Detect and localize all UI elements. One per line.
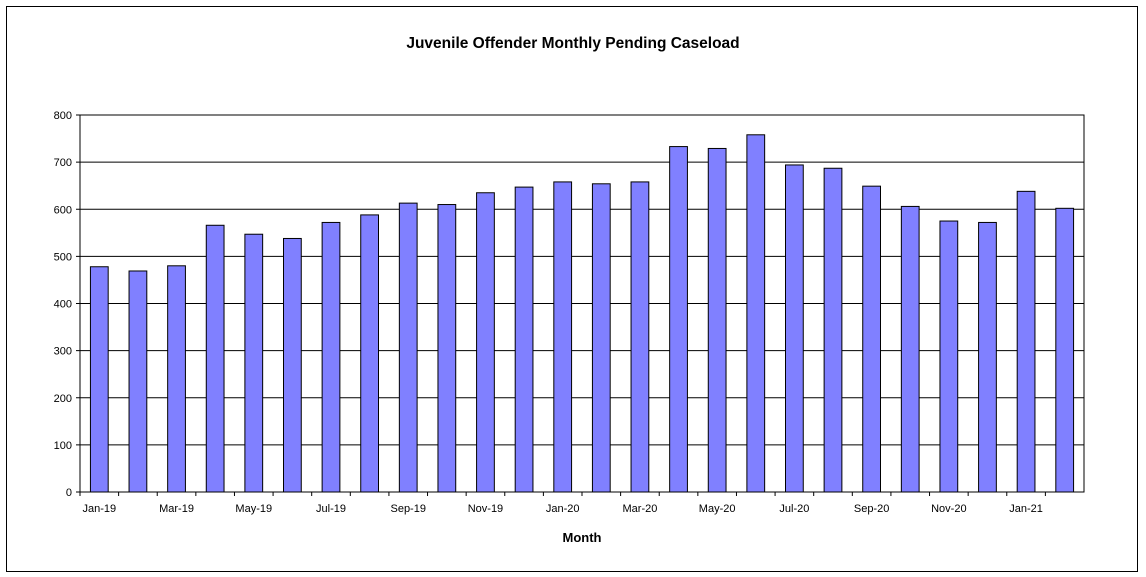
- y-tick-label: 600: [54, 204, 72, 216]
- x-tick-label: Nov-20: [931, 503, 966, 515]
- bar-apr-20: [669, 146, 688, 493]
- bar-aug-19: [360, 214, 379, 493]
- x-axis-title: Month: [563, 530, 602, 545]
- bar-may-19: [244, 233, 264, 493]
- bar-apr-19: [205, 224, 225, 493]
- bar-mar-19: [167, 265, 186, 493]
- x-tick-label: May-19: [235, 503, 272, 515]
- bar-sep-19: [398, 202, 418, 493]
- bar-nov-19: [476, 192, 495, 493]
- x-tick-label: Mar-20: [623, 503, 658, 515]
- y-tick-label: 0: [66, 487, 72, 499]
- bar-feb-19: [128, 270, 148, 493]
- bar-jul-20: [785, 164, 804, 493]
- y-tick-label: 700: [54, 157, 72, 169]
- bar-mar-20: [630, 181, 650, 493]
- y-tick-label: 400: [54, 299, 72, 311]
- bar-jan-21: [1016, 190, 1036, 493]
- x-tick-label: May-20: [699, 503, 736, 515]
- bar-may-20: [707, 147, 727, 493]
- chart-title: Juvenile Offender Monthly Pending Caselo…: [406, 35, 740, 52]
- y-tick-label: 100: [54, 440, 72, 452]
- y-tick-label: 800: [54, 110, 72, 122]
- bars: [89, 134, 1075, 493]
- x-tick-label: Jul-19: [316, 503, 346, 515]
- bar-jun-19: [283, 237, 302, 493]
- x-tick-label: Jan-21: [1009, 503, 1043, 515]
- bar-feb-20: [591, 183, 611, 493]
- bar-jul-19: [321, 221, 341, 493]
- bar-oct-20: [900, 205, 920, 493]
- bar-dec-20: [978, 221, 997, 493]
- bar-jan-19: [89, 266, 109, 493]
- x-tick-label: Sep-20: [854, 503, 889, 515]
- x-tick-label: Sep-19: [390, 503, 425, 515]
- x-tick-label: Nov-19: [468, 503, 503, 515]
- bar-jun-20: [746, 134, 766, 493]
- x-axis-ticks: Jan-19 Mar-19 May-19 Jul-19 Sep-19 Nov-19 Jan-…: [79, 492, 1046, 515]
- bar-sep-20: [862, 185, 881, 493]
- gridlines: [80, 161, 1084, 446]
- bar-dec-19: [514, 186, 534, 493]
- x-tick-label: Jan-19: [82, 503, 116, 515]
- y-axis-ticks: 0 100 200 300 400 500 600 700 800: [54, 110, 80, 499]
- bar-oct-19: [437, 204, 457, 493]
- x-tick-label: Mar-19: [159, 503, 194, 515]
- bar-nov-20: [939, 220, 959, 493]
- y-tick-label: 300: [54, 346, 72, 358]
- bar-feb-21: [1055, 207, 1075, 493]
- x-tick-label: Jan-20: [546, 503, 580, 515]
- y-tick-label: 200: [54, 393, 72, 405]
- bar-aug-20: [823, 167, 843, 493]
- bar-jan-20: [553, 181, 573, 493]
- y-tick-label: 500: [54, 251, 72, 263]
- x-tick-label: Jul-20: [779, 503, 809, 515]
